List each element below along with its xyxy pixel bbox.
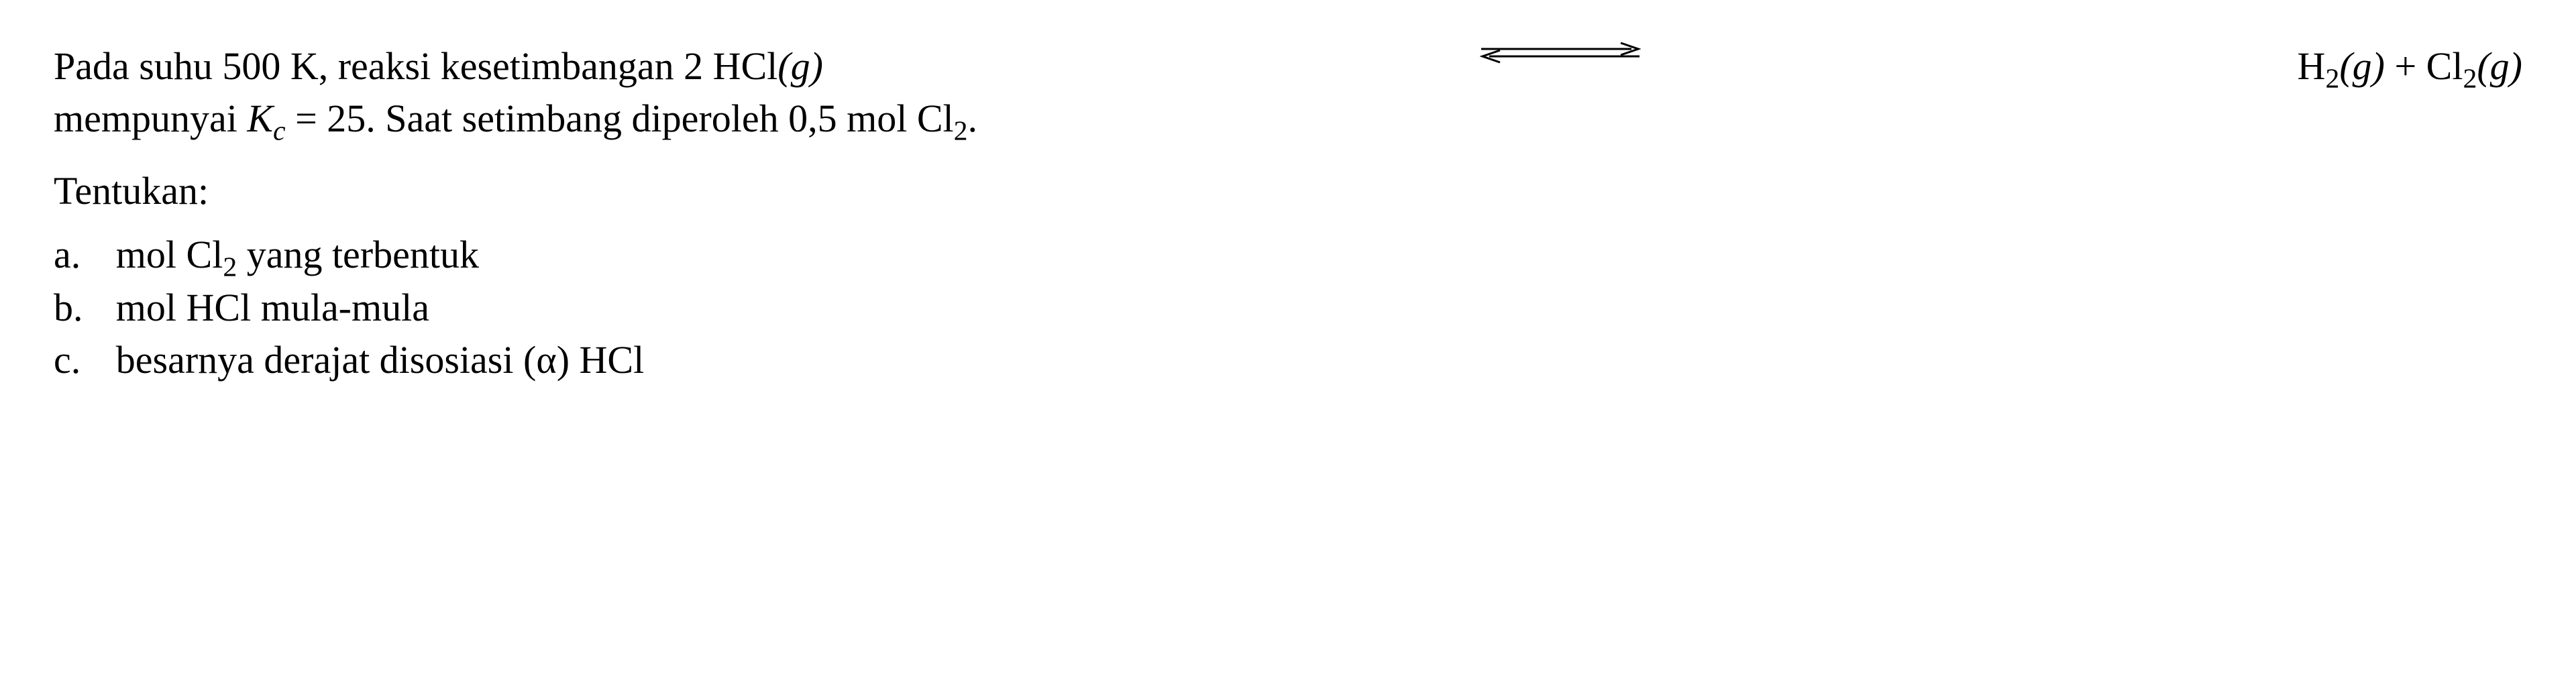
- prompt-label: Tentukan:: [54, 165, 2522, 217]
- subscript: 2: [2463, 64, 2477, 95]
- subscript: 2: [223, 252, 237, 283]
- list-marker: b.: [54, 282, 116, 334]
- temperature-value: 500 K: [222, 44, 318, 88]
- question-text: yang terbentuk: [237, 233, 479, 276]
- question-text: mol HCl mula-mula: [116, 286, 429, 329]
- mol-value: 0,5 mol: [788, 97, 907, 140]
- problem-line-1: Pada suhu 500 K, reaksi kesetimbangan 2 …: [54, 40, 2522, 93]
- question-text: ) HCl: [557, 338, 645, 382]
- list-marker: c.: [54, 334, 116, 386]
- question-a: a.mol Cl2 yang terbentuk: [54, 229, 2522, 281]
- problem-container: Pada suhu 500 K, reaksi kesetimbangan 2 …: [54, 40, 2522, 386]
- plus-sign: +: [2385, 44, 2426, 88]
- question-text: besarnya derajat disosiasi (: [116, 338, 537, 382]
- question-list: a.mol Cl2 yang terbentuk b.mol HCl mula-…: [54, 229, 2522, 386]
- subscript: 2: [954, 116, 968, 147]
- text-fragment: , reaksi kesetimbangan: [319, 44, 684, 88]
- text-fragment: Pada suhu: [54, 44, 222, 88]
- kc-value: 25: [327, 97, 366, 140]
- question-c: c.besarnya derajat disosiasi (α) HCl: [54, 334, 2522, 386]
- kc-subscript: c: [273, 116, 286, 147]
- period: .: [968, 97, 978, 140]
- coefficient: 2: [684, 44, 703, 88]
- text-fragment: mempunyai: [54, 97, 247, 140]
- formula-h2: H: [2298, 44, 2326, 88]
- text-fragment: . Saat setimbang diperoleh: [366, 97, 788, 140]
- list-marker: a.: [54, 229, 116, 281]
- formula-hcl: HCl: [713, 44, 778, 88]
- formula-cl2: Cl: [907, 97, 953, 140]
- subscript: 2: [2325, 64, 2339, 95]
- phase-gas: (g): [2477, 44, 2522, 88]
- equilibrium-arrow-icon: [1480, 40, 1641, 93]
- formula-cl2: Cl: [2426, 44, 2463, 88]
- phase-gas: (g): [2339, 44, 2385, 88]
- phase-gas: (g): [777, 44, 823, 88]
- equals-sign: =: [286, 97, 327, 140]
- question-b: b.mol HCl mula-mula: [54, 282, 2522, 334]
- alpha-symbol: α: [536, 338, 556, 382]
- question-text: mol Cl: [116, 233, 223, 276]
- kc-symbol: K: [247, 97, 273, 140]
- spacer: [54, 146, 2522, 165]
- problem-line-2: mempunyai Kc = 25. Saat setimbang dipero…: [54, 93, 2522, 145]
